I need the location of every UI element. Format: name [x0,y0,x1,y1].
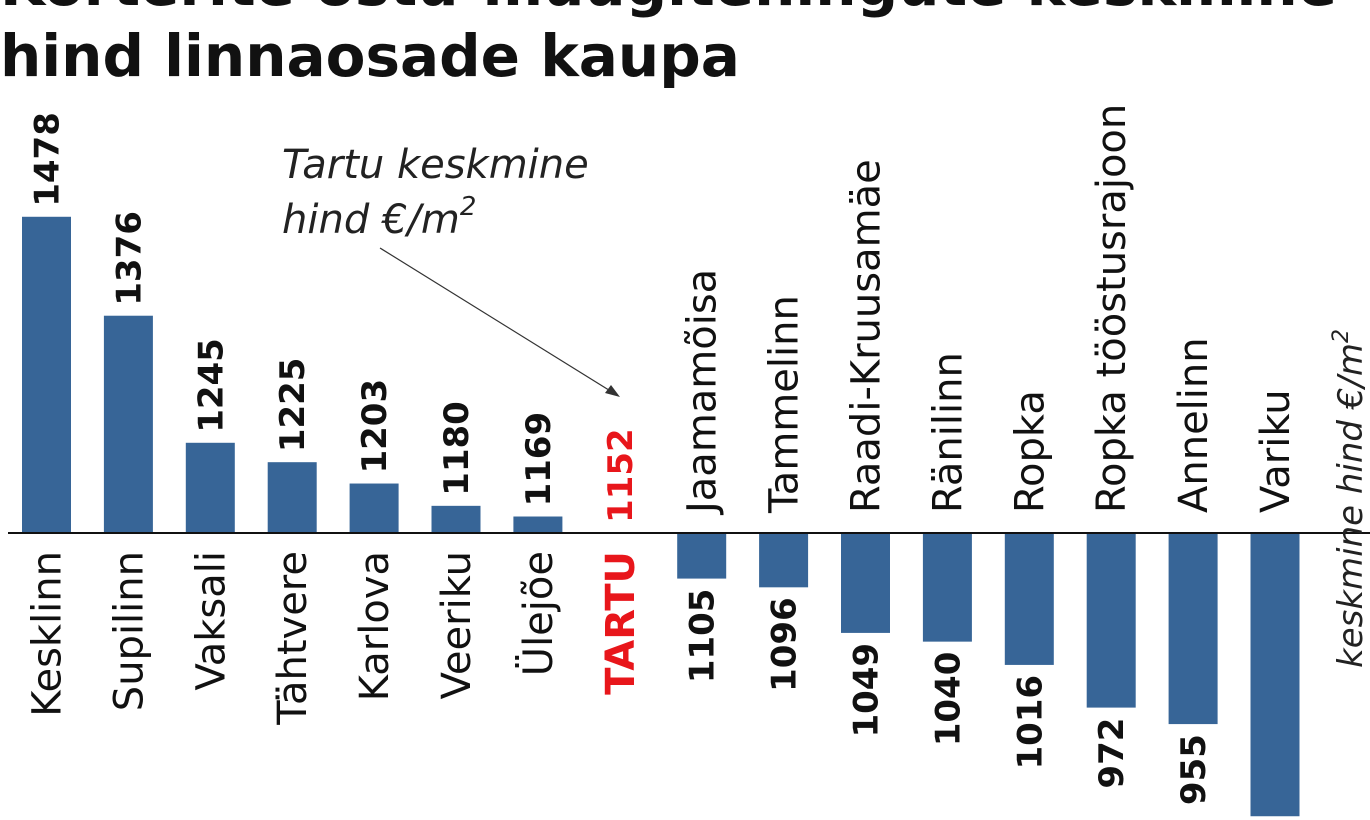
category-label-ropka-toostusrajoon: Ropka tööstusrajoon [1089,104,1135,513]
annotation-line-2-text: hind €/m [282,197,460,243]
category-label-veeriku: Veeriku [434,551,480,699]
bar-veeriku [431,505,481,533]
bar-tammelinn [759,533,809,588]
value-label-raadi-kruusamae: 1049 [847,643,887,738]
y-axis-label: keskmine hind €/m2 [1329,329,1370,668]
annotation-superscript: 2 [460,192,477,222]
y-axis-label-superscript: 2 [1329,329,1354,343]
value-label-annelinn: 955 [1174,734,1214,805]
chart-title-line-1: Korterite ostu-müügitehingute keskmine [0,0,1337,19]
value-label-tammelinn: 1096 [765,597,805,692]
chart-title: Korterite ostu-müügitehingute keskmine h… [0,0,1337,90]
value-label-ropka-toostusrajoon: 972 [1092,718,1132,789]
category-label-ulejoe: Ülejõe [514,551,562,676]
bar-variku [1250,533,1300,817]
value-label-vaksali: 1245 [191,338,231,433]
value-label-supilinn: 1376 [109,211,149,306]
value-label-karlova: 1203 [355,379,395,474]
bar-ropka [1004,533,1054,665]
category-label-tartu: TARTU [598,551,644,695]
annotation-arrow-line [379,247,613,393]
category-label-jaamamoisa: Jaamamõisa [680,269,726,516]
value-label-ulejoe: 1169 [519,412,559,507]
annotation-arrow-head [605,385,620,397]
value-label-veeriku: 1180 [437,401,477,496]
bar-ulejoe [513,516,563,533]
category-label-kesklinn: Kesklinn [25,551,71,717]
bar-jaamamoisa [677,533,727,579]
category-labels: Kesklinn Supilinn Vaksali Tähtvere Karlova Ve… [25,104,1300,726]
value-label-jaamamoisa: 1105 [683,589,723,684]
category-label-tahtvere: Tähtvere [270,551,316,726]
bar-annelinn [1168,533,1218,725]
value-label-ranilinn: 1040 [928,652,968,747]
bar-tahtvere [267,462,317,533]
average-annotation: Tartu keskmine hind €/m2 [282,142,620,397]
bar-vaksali [185,442,235,533]
bar-karlova [349,483,399,533]
category-label-annelinn: Annelinn [1171,337,1217,513]
category-label-ranilinn: Ränilinn [925,352,971,513]
category-label-ropka: Ropka [1007,390,1053,513]
value-label-ropka: 1016 [1010,675,1050,770]
category-label-tammelinn: Tammelinn [762,295,808,514]
value-label-tartu: 1152 [601,428,641,523]
category-label-vaksali: Vaksali [188,551,234,691]
bar-kesklinn [22,216,71,533]
chart-title-line-2: hind linnaosade kaupa [0,22,740,90]
category-label-raadi-kruusamae: Raadi-Kruusamäe [844,159,890,513]
annotation-line-1: Tartu keskmine [282,142,589,188]
category-label-variku: Variku [1253,389,1299,513]
value-label-tahtvere: 1225 [273,358,313,453]
annotation-line-2: hind €/m2 [282,192,476,243]
category-label-supilinn: Supilinn [106,551,152,711]
bar-ropka-toostusrajoon [1086,533,1136,708]
value-labels: 1478 1376 1245 1225 1203 1180 1169 1152 1105 1096… [28,112,1215,805]
value-label-kesklinn: 1478 [28,112,68,207]
bar-supilinn [103,315,153,533]
bars [22,216,1300,817]
bar-raadi-kruusamae [841,533,890,633]
category-label-karlova: Karlova [352,551,398,701]
y-axis-label-text: keskmine hind €/m [1331,343,1370,668]
bar-ranilinn [922,533,972,642]
